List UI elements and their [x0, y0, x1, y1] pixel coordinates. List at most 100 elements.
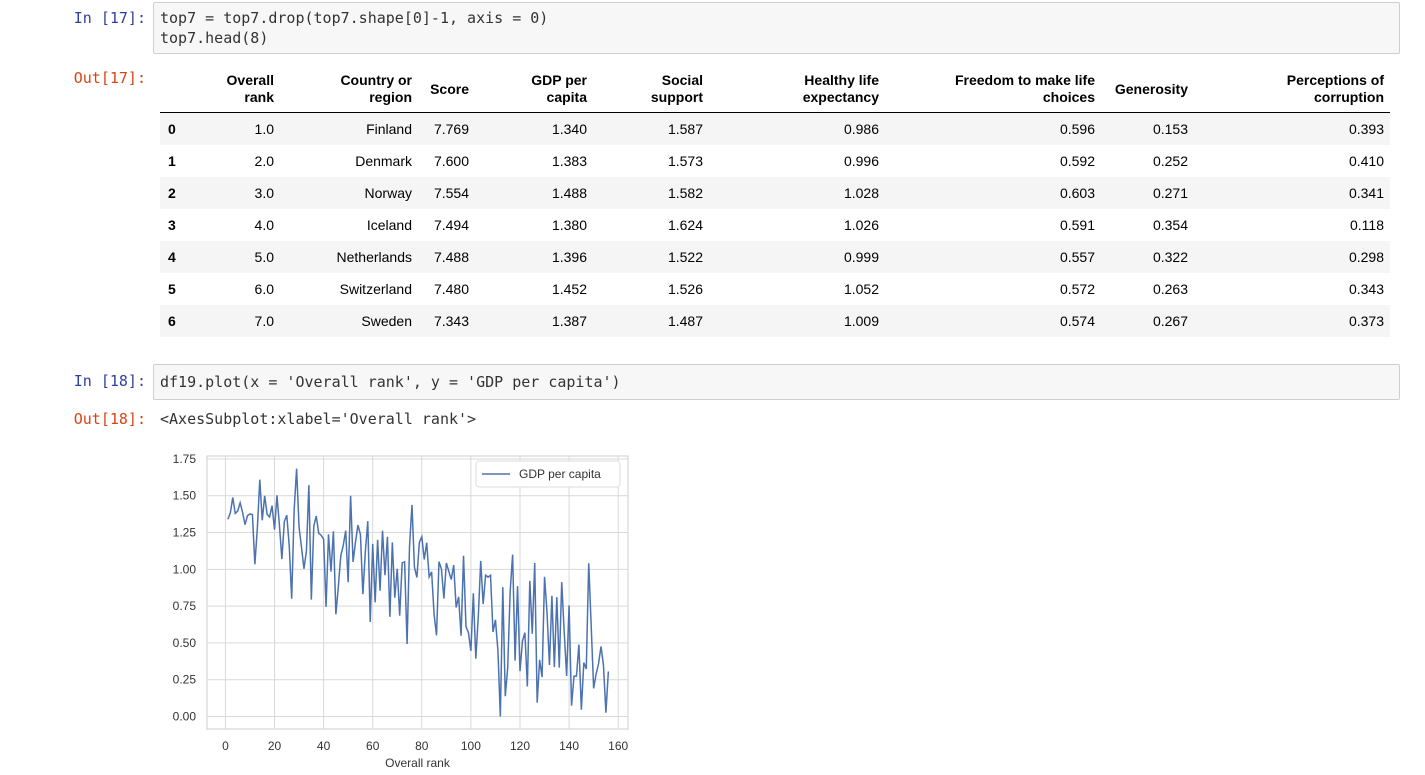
- code-cell[interactable]: df19.plot(x = 'Overall rank', y = 'GDP p…: [153, 364, 1400, 400]
- table-cell: 1.026: [843, 217, 879, 233]
- table-cell: 0.596: [885, 112, 1101, 145]
- x-tick-label: 20: [268, 739, 282, 753]
- chart: 0.00 0.25 0.50 0.75 1.00 1.25 1.50 1.75 0 20 40 60 8…: [173, 452, 629, 770]
- code-cell[interactable]: top7 = top7.drop(top7.shape[0]-1, axis =…: [153, 2, 1400, 54]
- column-header: Country or region: [280, 68, 418, 113]
- table-cell: 7.488: [418, 241, 475, 273]
- header-row: Overall rank Country or region Score GDP pe…: [160, 68, 1390, 113]
- table-cell: 0.572: [1059, 281, 1095, 297]
- column-header: Freedom to make life choices: [885, 68, 1101, 113]
- table-cell: 1.582: [593, 177, 709, 209]
- prompt: Out[17]:: [73, 69, 146, 87]
- plot-area: [206, 455, 629, 730]
- table-row: 0 1.0 Finland 7.769 1.340 1.587 0.986 0.596 0.15…: [160, 112, 1390, 145]
- column-header: Score: [418, 68, 475, 113]
- y-tick-label: 1.75: [173, 452, 197, 466]
- table-cell: Norway: [280, 177, 418, 209]
- row-index: 2: [160, 177, 190, 209]
- y-tick-label: 1.50: [173, 489, 197, 503]
- table-cell: 7.554: [418, 177, 475, 209]
- table-row: 5 6.0 Switzerland 7.480 1.452 1.526 1.052 0.572…: [160, 273, 1390, 305]
- row-index: 5: [168, 281, 176, 297]
- table-cell: 1.624: [667, 217, 703, 233]
- column-header-text: Perceptions of corruption: [1286, 72, 1384, 105]
- row-index: 3: [168, 217, 176, 233]
- table-cell: 0.271: [1101, 177, 1194, 209]
- table-cell: 0.263: [1152, 281, 1188, 297]
- prompt: Out[18]:: [73, 410, 146, 428]
- column-header: Social support: [593, 68, 709, 113]
- table-cell: 1.487: [593, 305, 709, 337]
- table-cell: 1.383: [551, 153, 587, 169]
- column-header-text: Generosity: [1114, 80, 1188, 97]
- table-cell: 0.410: [1348, 153, 1384, 169]
- table-cell: 7.600: [433, 153, 469, 169]
- table-cell: 4.0: [254, 217, 274, 233]
- output-text: <AxesSubplot:xlabel='Overall rank'>: [160, 410, 477, 428]
- table-cell: 0.373: [1194, 305, 1390, 337]
- table-cell: 1.526: [667, 281, 703, 297]
- column-header-text: Overall rank: [226, 72, 274, 105]
- x-axis-label: Overall rank: [385, 756, 451, 770]
- table-cell: Finland: [280, 112, 418, 145]
- table-row: 2 3.0 Norway 7.554 1.488 1.582 1.028 0.603 0.271…: [160, 177, 1390, 209]
- table-cell: 0.986: [709, 112, 885, 145]
- data-line: [227, 468, 610, 717]
- table-cell: 7.0: [190, 305, 280, 337]
- column-header-text: Freedom to make life choices: [954, 72, 1095, 105]
- table-cell: 1.009: [709, 305, 885, 337]
- table-cell: 7.769: [418, 112, 475, 145]
- table-cell: 1.0: [190, 112, 280, 145]
- table-cell: 0.267: [1101, 305, 1194, 337]
- table-cell: 1.052: [843, 281, 879, 297]
- index-header: [160, 68, 190, 113]
- x-tick-label: 120: [510, 739, 530, 753]
- table-row: 4 5.0 Netherlands 7.488 1.396 1.522 0.999 0.557…: [160, 241, 1390, 273]
- legend-box: [475, 460, 621, 488]
- table-row: 3 4.0 Iceland 7.494 1.380 1.624 1.026 0.591 0.35…: [160, 209, 1390, 241]
- column-header: Overall rank: [190, 68, 280, 113]
- y-tick-label: 0.25: [173, 673, 197, 687]
- y-tick-label: 1.25: [173, 526, 197, 540]
- table-cell: 1.340: [475, 112, 593, 145]
- column-header-text: GDP per capita: [531, 72, 587, 105]
- table-cell: 0.118: [1350, 217, 1384, 233]
- table-cell: 0.343: [1348, 281, 1384, 297]
- table-cell: Sweden: [280, 305, 418, 337]
- x-tick-label: 0: [222, 739, 229, 753]
- table-row: 6 7.0 Sweden 7.343 1.387 1.487 1.009 0.574 0.267…: [160, 305, 1390, 337]
- table-cell: 0.341: [1194, 177, 1390, 209]
- table-cell: 1.587: [593, 112, 709, 145]
- column-header-text: Social support: [650, 72, 703, 105]
- table-cell: 0.999: [709, 241, 885, 273]
- row-index: 1: [168, 153, 176, 169]
- x-tick-label: 80: [415, 739, 429, 753]
- column-header: Healthy life expectancy: [709, 68, 885, 113]
- column-header: GDP per capita: [475, 68, 593, 113]
- table-cell: 0.252: [1152, 153, 1188, 169]
- table-cell: 0.603: [885, 177, 1101, 209]
- table-cell: 1.396: [475, 241, 593, 273]
- row-index: 4: [160, 241, 190, 273]
- x-tick-label: 140: [559, 739, 579, 753]
- code-line: top7.head(8): [160, 29, 269, 47]
- table-cell: 1.452: [551, 281, 587, 297]
- x-tick-label: 160: [608, 739, 628, 753]
- prompt: In [18]:: [73, 372, 146, 390]
- column-header-text: Score: [430, 80, 469, 97]
- table-cell: 0.298: [1194, 241, 1390, 273]
- dataframe-table: Overall rank Country or region Score GDP pe…: [160, 68, 1390, 337]
- table-cell: Iceland: [366, 217, 412, 233]
- table-cell: 0.354: [1152, 217, 1188, 233]
- y-tick-label: 1.00: [173, 562, 197, 576]
- legend-label: GDP per capita: [519, 467, 601, 481]
- table-cell: 1.522: [593, 241, 709, 273]
- table-cell: 1.380: [551, 217, 587, 233]
- table-cell: 0.322: [1101, 241, 1194, 273]
- table-cell: 0.557: [885, 241, 1101, 273]
- prompt: In [17]:: [73, 9, 146, 27]
- table-cell: 2.0: [254, 153, 274, 169]
- y-tick-label: 0.50: [173, 636, 197, 650]
- table-cell: 0.591: [1059, 217, 1095, 233]
- table-cell: 6.0: [254, 281, 274, 297]
